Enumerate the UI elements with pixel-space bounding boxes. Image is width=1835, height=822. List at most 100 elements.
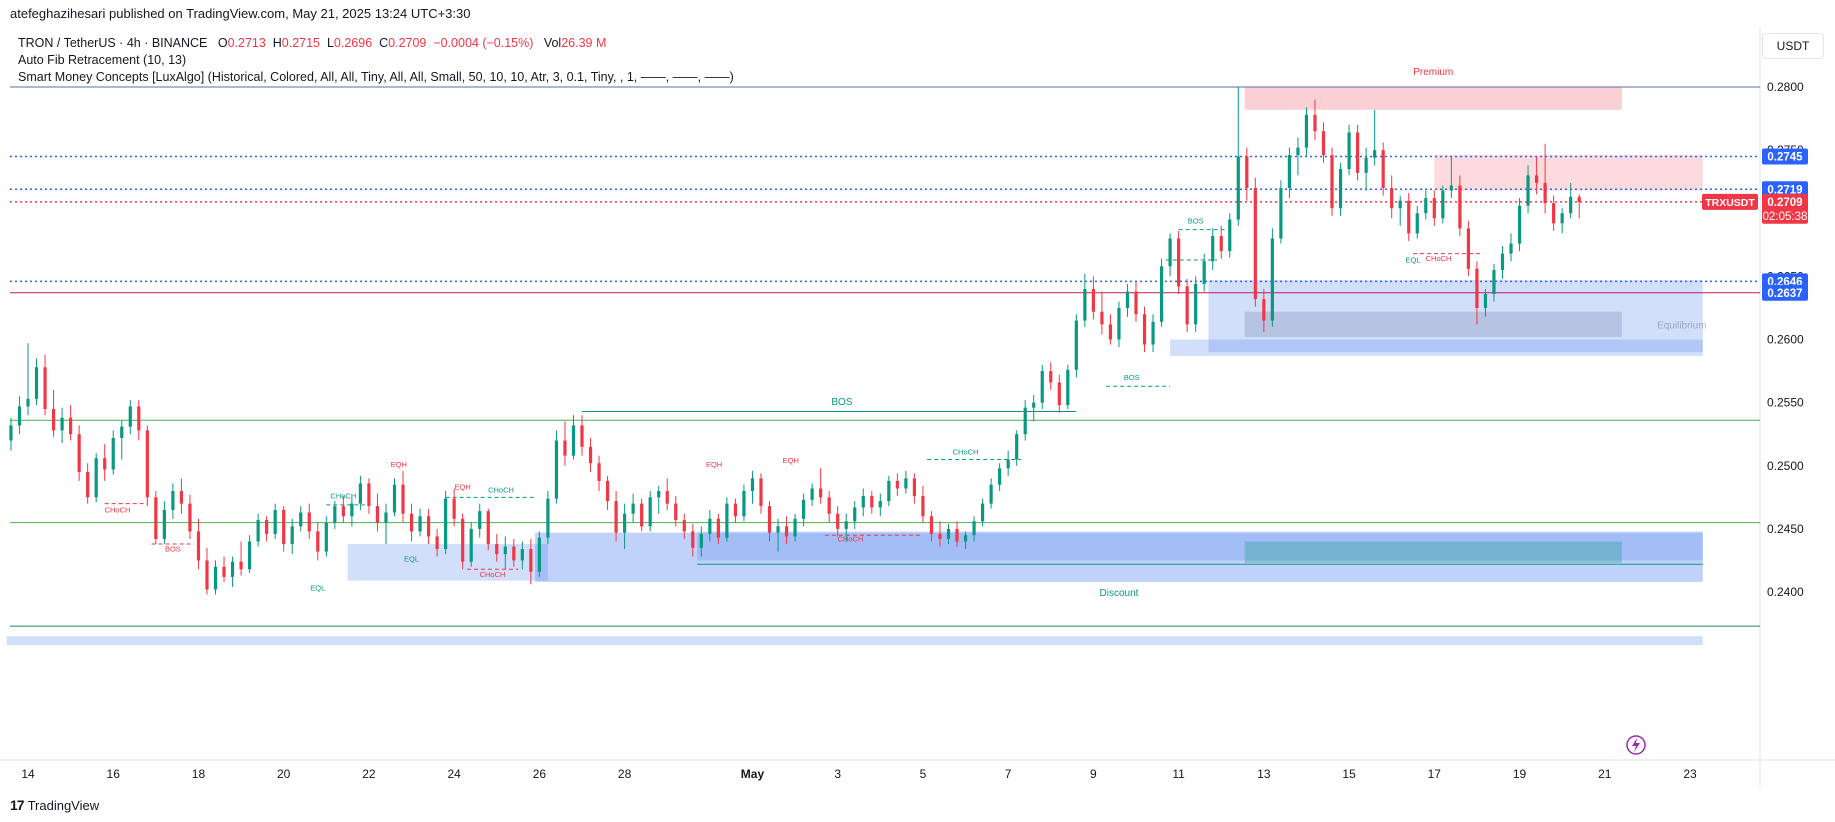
candle-body[interactable] [358,483,362,504]
candle-body[interactable] [478,511,482,529]
candle-body[interactable] [554,440,559,499]
candle-body[interactable] [1091,289,1095,312]
candle-body[interactable] [409,513,414,532]
candle-body[interactable] [802,499,806,519]
candle-body[interactable] [154,497,158,539]
candle-body[interactable] [1168,238,1172,267]
candle-body[interactable] [461,518,465,562]
candle-body[interactable] [128,406,132,427]
candle-body[interactable] [469,528,473,562]
candle-body[interactable] [1390,188,1394,209]
candle-body[interactable] [307,512,311,532]
candle-body[interactable] [256,520,260,542]
candle-body[interactable] [162,509,166,539]
candle-body[interactable] [103,458,107,470]
candle-body[interactable] [426,516,431,537]
candle-body[interactable] [1313,114,1317,132]
candle-body[interactable] [580,425,584,447]
candle-body[interactable] [392,484,397,513]
candle-body[interactable] [708,518,712,534]
candle-body[interactable] [1074,320,1078,370]
candle-body[interactable] [1100,311,1104,325]
candle-body[interactable] [1424,198,1428,214]
candle-body[interactable] [1398,200,1402,209]
candle-body[interactable] [1458,185,1462,229]
candle-body[interactable] [1415,213,1419,234]
candle-body[interactable] [1509,243,1513,254]
candle-body[interactable] [776,526,780,533]
candle-body[interactable] [452,498,456,519]
candle-body[interactable] [1330,155,1334,209]
candle-body[interactable] [691,531,695,548]
candle-body[interactable] [1032,402,1036,408]
candle-body[interactable] [1134,291,1138,315]
candle-body[interactable] [1483,294,1488,308]
candle-body[interactable] [1432,198,1436,219]
candle-body[interactable] [9,425,13,441]
candle-body[interactable] [350,503,354,517]
candle-body[interactable] [324,522,328,552]
candle-body[interactable] [401,484,405,514]
candle-body[interactable] [375,506,380,523]
candle-body[interactable] [17,406,22,426]
candle-body[interactable] [878,501,882,508]
candle-body[interactable] [870,496,874,508]
candle-body[interactable] [1228,219,1232,252]
candle-body[interactable] [435,536,439,550]
candle-body[interactable] [767,506,772,533]
candle-body[interactable] [444,498,448,550]
candle-body[interactable] [699,533,703,548]
candle-body[interactable] [51,408,56,431]
candle-body[interactable] [963,535,968,542]
candle-body[interactable] [265,520,269,534]
tradingview-logo[interactable]: 17 TradingView [10,797,99,813]
candle-body[interactable] [640,503,644,527]
candle-body[interactable] [512,546,516,561]
candle-body[interactable] [614,501,618,533]
candle-body[interactable] [784,526,789,537]
candle-body[interactable] [563,440,567,456]
candle-body[interactable] [520,549,524,561]
candle-body[interactable] [1142,314,1147,345]
chart-frame[interactable]: PremiumEquilibriumDiscountBOSBOSBOSBOSCH… [0,27,1835,787]
candle-body[interactable] [1245,156,1249,188]
candle-body[interactable] [111,437,115,470]
candle-body[interactable] [938,533,942,539]
candle-body[interactable] [887,480,891,502]
candle-body[interactable] [1211,235,1215,262]
candle-body[interactable] [853,507,857,522]
candle-body[interactable] [1083,289,1087,321]
candle-body[interactable] [546,498,550,538]
candle-body[interactable] [998,468,1002,485]
candle-body[interactable] [597,463,601,481]
candle-body[interactable] [733,503,738,517]
candle-body[interactable] [946,528,951,539]
candle-body[interactable] [1279,188,1283,239]
candle-body[interactable] [1364,157,1368,173]
candle-body[interactable] [1543,182,1547,204]
candle-body[interactable] [230,561,235,577]
candle-body[interactable] [1040,371,1044,403]
candle-body[interactable] [537,537,541,572]
candle-body[interactable] [1159,266,1164,322]
candle-body[interactable] [1202,261,1206,284]
candle-body[interactable] [384,512,388,523]
candle-body[interactable] [1321,131,1326,156]
candle-body[interactable] [196,531,201,561]
candle-body[interactable] [1108,324,1113,340]
candle-body[interactable] [1287,155,1292,188]
candle-body[interactable] [1569,196,1573,214]
candle-body[interactable] [1194,283,1198,325]
candle-body[interactable] [529,549,533,572]
candle-body[interactable] [273,509,277,534]
candle-body[interactable] [665,491,669,504]
candle-body[interactable] [1517,205,1522,244]
candle-body[interactable] [1057,382,1061,406]
candle-body[interactable] [904,478,908,489]
candle-body[interactable] [1475,268,1479,308]
candle-body[interactable] [1253,188,1257,300]
candle-body[interactable] [1381,150,1385,188]
candle-body[interactable] [742,491,746,517]
currency-selector[interactable]: USDT [1762,33,1824,59]
candle-body[interactable] [989,484,993,504]
